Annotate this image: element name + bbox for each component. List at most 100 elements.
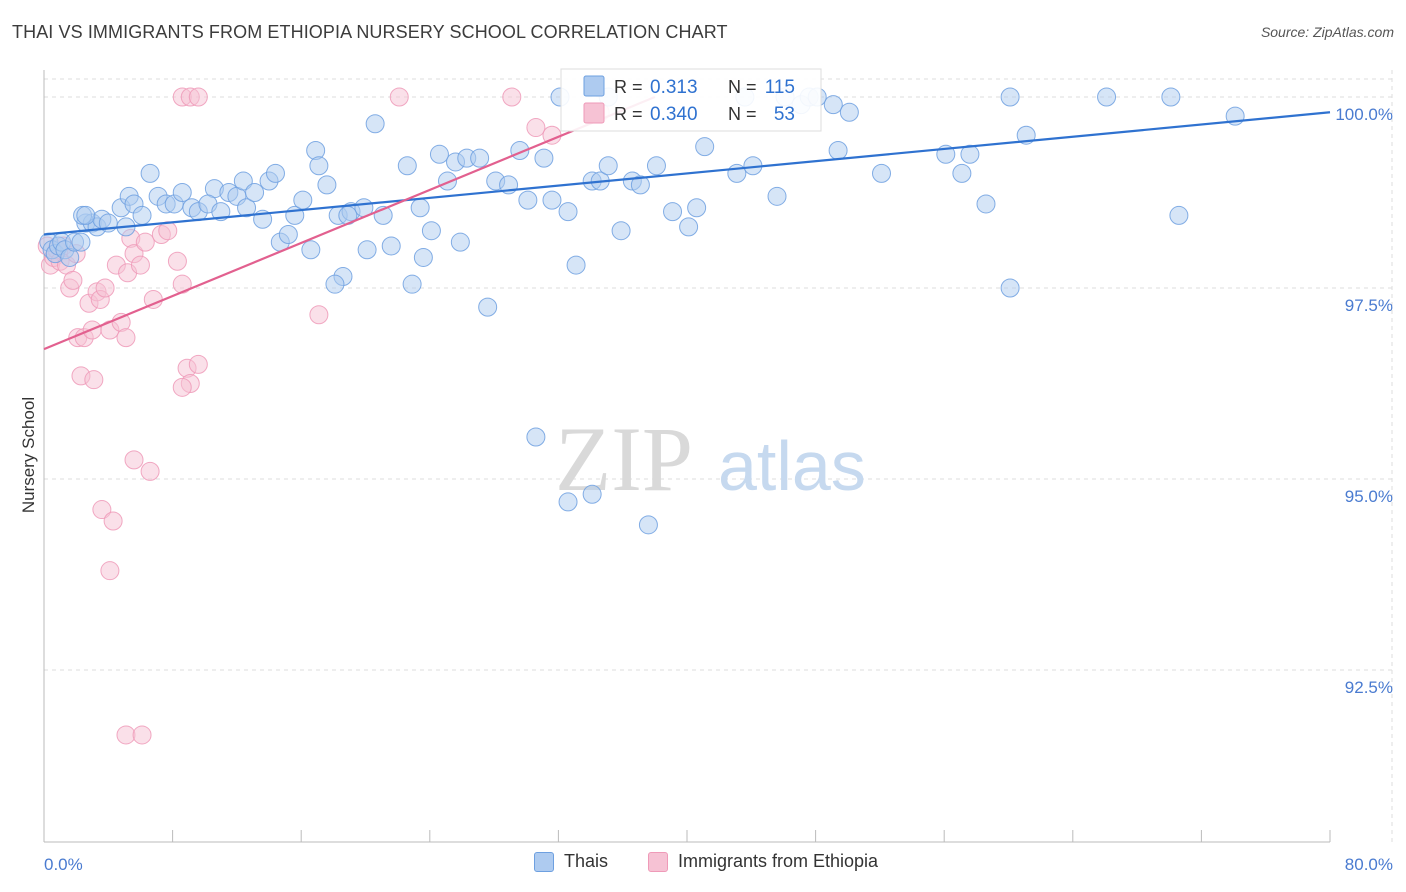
point-thais (558, 492, 578, 512)
point-thais (402, 274, 422, 294)
point-thais (325, 274, 345, 294)
point-ethiopia (63, 270, 83, 290)
legend-box-swatch-ethiopia (583, 102, 605, 124)
point-thais (558, 202, 578, 222)
point-ethiopia (526, 118, 546, 138)
point-thais (233, 171, 253, 191)
n-value: 53 (774, 104, 795, 125)
point-thais (695, 137, 715, 157)
point-ethiopia (130, 255, 150, 275)
point-ethiopia (135, 232, 155, 252)
point-thais (237, 198, 257, 218)
legend-swatch-ethiopia (648, 851, 668, 872)
point-ethiopia (167, 251, 187, 271)
legend-item-ethiopia[interactable]: Immigrants from Ethiopia (648, 851, 878, 872)
n-label: N = (728, 77, 757, 97)
chart-title: THAI VS IMMIGRANTS FROM ETHIOPIA NURSERY… (12, 22, 728, 42)
tick-labels: 92.5% 95.0% 97.5% 100.0% 0.0% 80.0% (44, 105, 1393, 874)
point-thais (278, 225, 298, 245)
point-thais (1161, 87, 1181, 107)
point-thais (767, 186, 787, 206)
point-thais (421, 221, 441, 241)
point-ethiopia (100, 561, 120, 581)
point-thais (976, 194, 996, 214)
point-thais (663, 202, 683, 222)
legend-label-thais: Thais (564, 851, 609, 871)
point-thais (687, 198, 707, 218)
point-ethiopia (103, 511, 123, 531)
watermark: ZIP atlas (555, 408, 866, 510)
point-ethiopia (116, 328, 136, 348)
point-thais (839, 102, 859, 122)
point-thais (309, 156, 329, 176)
point-ethiopia (84, 370, 104, 390)
point-ethiopia (172, 377, 192, 397)
n-value: 115 (765, 77, 795, 98)
legend-box-swatch-thais (583, 75, 605, 97)
point-thais (1169, 205, 1189, 225)
legend-swatch-thais (534, 851, 554, 872)
watermark-atlas: atlas (718, 427, 866, 505)
point-ethiopia (124, 450, 144, 470)
point-thais (582, 484, 602, 504)
point-thais (265, 163, 285, 183)
y-tick-label: 97.5% (1345, 296, 1393, 315)
point-thais (410, 198, 430, 218)
point-ethiopia (132, 725, 152, 745)
point-thais (293, 190, 313, 210)
r-label: R = (614, 104, 643, 124)
point-thais (952, 163, 972, 183)
point-thais (823, 95, 843, 115)
n-label: N = (728, 104, 757, 124)
point-thais (301, 240, 321, 260)
point-thais (132, 205, 152, 225)
point-thais (526, 427, 546, 447)
trend-line-thais (43, 111, 1331, 236)
y-tick-label: 92.5% (1345, 678, 1393, 697)
point-thais (611, 221, 631, 241)
point-thais (76, 205, 96, 225)
point-thais (211, 202, 231, 222)
r-value: 0.340 (650, 104, 698, 125)
x-tick-label-max: 80.0% (1345, 855, 1393, 874)
point-thais (413, 247, 433, 267)
point-thais (542, 190, 562, 210)
point-ethiopia (389, 87, 409, 107)
point-ethiopia (309, 305, 329, 325)
trend-line-ethiopia (43, 95, 656, 351)
trend-lines (43, 95, 1331, 351)
point-thais (828, 140, 848, 160)
point-thais (397, 156, 417, 176)
r-value: 0.313 (650, 77, 698, 98)
point-thais (365, 114, 385, 134)
point-thais (357, 240, 377, 260)
point-thais (566, 255, 586, 275)
point-ethiopia (140, 461, 160, 481)
point-thais (679, 217, 699, 237)
point-thais (598, 156, 618, 176)
source-label: Source: ZipAtlas.com (1260, 24, 1394, 40)
x-tick-label-min: 0.0% (44, 855, 83, 874)
legend-label-ethiopia: Immigrants from Ethiopia (678, 851, 879, 871)
point-thais (638, 515, 658, 535)
point-thais (646, 156, 666, 176)
point-thais (872, 163, 892, 183)
legend-item-thais[interactable]: Thais (534, 851, 608, 872)
point-ethiopia (502, 87, 522, 107)
point-thais (518, 190, 538, 210)
point-ethiopia (188, 354, 208, 374)
point-ethiopia (116, 725, 136, 745)
point-thais (140, 163, 160, 183)
point-thais (1000, 278, 1020, 298)
point-ethiopia (92, 500, 112, 520)
bottom-legend: Thais Immigrants from Ethiopia (0, 851, 1406, 879)
point-thais (534, 148, 554, 168)
y-tick-label: 95.0% (1345, 487, 1393, 506)
point-thais (470, 148, 490, 168)
y-axis-label: Nursery School (19, 397, 38, 513)
point-thais (245, 183, 265, 202)
point-ethiopia (95, 278, 115, 298)
point-thais (429, 144, 449, 164)
point-thais (450, 232, 470, 252)
point-thais (478, 297, 498, 317)
